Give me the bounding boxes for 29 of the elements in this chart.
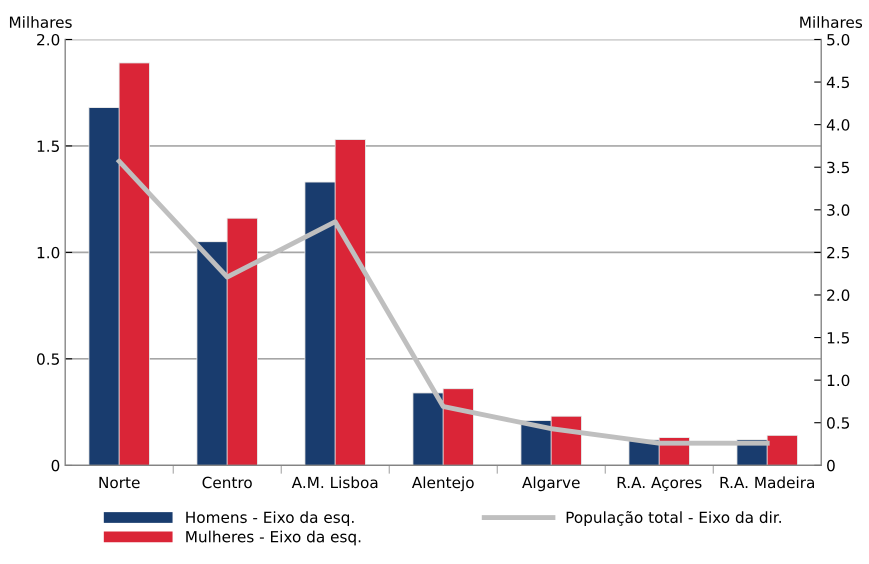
y2-tick-label: 2.5 — [827, 246, 850, 258]
y-tick-label: 1.0 — [38, 246, 60, 258]
x-tick-label: R.A. Madeira — [720, 476, 814, 488]
x-tick-label: Centro — [202, 476, 252, 488]
y2-tick-label: 4.5 — [826, 76, 850, 88]
y-tick-label: 0 — [52, 460, 60, 472]
line-series — [116, 158, 770, 446]
legend-label: População total - Eixo da dir. — [566, 510, 781, 526]
y2-tick-label: 0.5 — [827, 417, 850, 429]
x-tick-label: Norte — [99, 476, 140, 488]
y2-tick-label: 3.0 — [827, 204, 850, 216]
x-tick-label: R.A. Açores — [618, 476, 702, 491]
y2-tick-label: 1.0 — [828, 374, 850, 386]
y-tick-label: 1.5 — [38, 140, 59, 152]
x-tick-label: Alentejo — [412, 476, 474, 492]
y2-tick-label: 1.5 — [828, 332, 850, 344]
y2-tick-label: 5.0 — [827, 34, 850, 46]
y2-tick-label: 3.5 — [827, 162, 850, 174]
y-axis-title: Milhares — [10, 16, 72, 28]
x-tick-label: A.M. Lisboa — [292, 476, 378, 488]
x-tick-label: Algarve — [522, 476, 580, 492]
y2-tick-label: 0 — [827, 460, 835, 472]
y2-axis-title: Milhares — [800, 16, 862, 28]
y2-tick-label: 4.0 — [826, 119, 850, 131]
y-tick-label: 2.0 — [37, 34, 60, 46]
legend-label: Homens - Eixo da esq. — [186, 511, 354, 526]
legend-label: Mulheres - Eixo da esq. — [186, 530, 360, 546]
y-tick-label: 0.5 — [37, 353, 59, 365]
y2-tick-label: 2.0 — [827, 289, 850, 301]
